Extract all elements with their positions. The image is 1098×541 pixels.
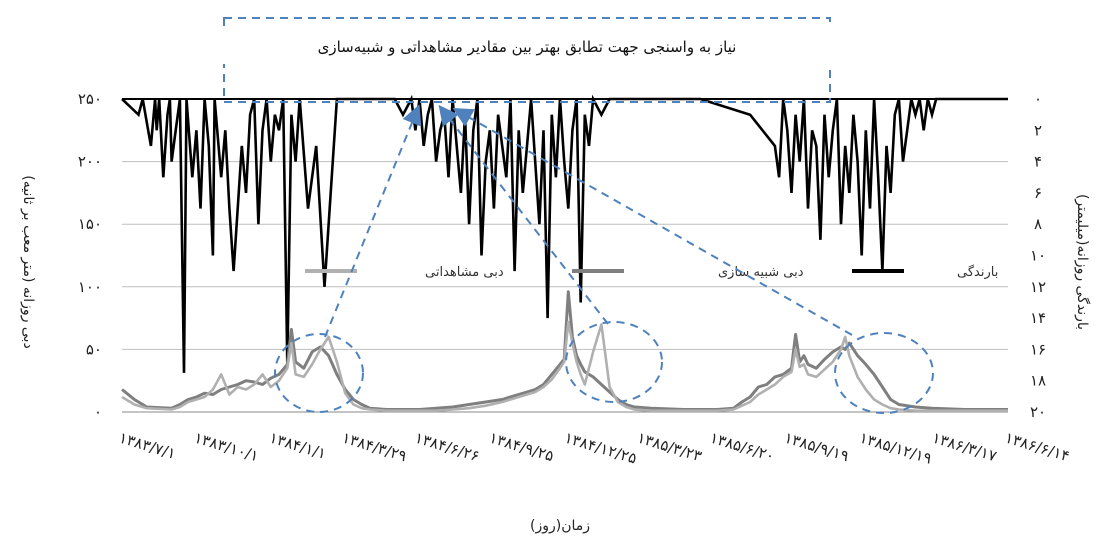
right-tick-label: ۱۰ [1030, 247, 1046, 265]
annotation-arrow-1 [324, 104, 422, 338]
x-tick-label: ۱۳۸۶/۳/۱۷ [930, 429, 999, 466]
flow-series [121, 290, 1008, 412]
x-tick-label: ۱۳۸۵/۳/۲۳ [635, 429, 704, 466]
x-tick-label: ۱۳۸۴/۳/۲۹ [340, 429, 409, 466]
left-y-axis: ۰ ۵۰ ۱۰۰ ۱۵۰ ۲۰۰ ۲۵۰ [78, 90, 102, 421]
annotation-arrow-3 [452, 108, 853, 336]
left-tick-label: ۲۵۰ [78, 90, 102, 108]
x-tick-label: ۱۳۸۳/۱۰/۱ [192, 429, 261, 466]
annotation-label-bg [214, 28, 840, 64]
highlight-ellipse-3 [834, 332, 934, 414]
x-tick-label: ۱۳۸۴/۱۲/۲۵ [562, 429, 639, 468]
right-tick-label: ۴ [1034, 153, 1042, 171]
right-tick-label: ۰ [1034, 90, 1042, 108]
x-tick-label: ۱۳۸۵/۹/۱۹ [782, 429, 851, 466]
annotation-text: نیاز به واسنجی جهت تطابق بهتر بین مقادیر… [318, 38, 737, 56]
left-tick-label: ۰ [94, 403, 102, 421]
legend-label-observed: دبی مشاهداتی [425, 265, 504, 280]
legend: دبی مشاهداتی دبی شبیه سازی بارندگی [305, 264, 998, 280]
highlight-ellipse-2 [565, 321, 663, 403]
left-axis-title: دبی روزانه (متر معب بر ثانیه) [20, 175, 36, 348]
x-tick-label: ۱۳۸۴/۹/۲۵ [487, 429, 556, 466]
right-axis-title: بارندگی روزانه(میلیمتر) [1074, 194, 1091, 330]
x-tick-label: ۱۳۸۴/۶/۲۶ [413, 429, 482, 466]
left-tick-label: ۱۵۰ [78, 215, 102, 233]
right-tick-label: ۸ [1034, 215, 1042, 233]
calibration-annotation: نیاز به واسنجی جهت تطابق بهتر بین مقادیر… [214, 17, 934, 414]
observed-flow-line [121, 320, 1008, 412]
x-tick-label: ۱۳۸۳/۷/۱ [117, 429, 178, 463]
right-tick-label: ۲۰ [1030, 403, 1046, 421]
rainfall-series [121, 94, 1008, 373]
x-tick-label: ۱۳۸۵/۶/۲۰ [708, 429, 777, 466]
x-axis: ۱۳۸۳/۷/۱ ۱۳۸۳/۱۰/۱ ۱۳۸۴/۱/۱ ۱۳۸۴/۳/۲۹ ۱۳۸۴/۶… [117, 429, 1072, 468]
left-tick-label: ۱۰۰ [78, 278, 102, 296]
x-axis-title: زمان(روز) [530, 518, 590, 534]
x-tick-label: ۱۳۸۴/۱/۱ [267, 429, 328, 463]
left-tick-label: ۲۰۰ [78, 153, 102, 171]
right-tick-label: ۱۴ [1030, 309, 1046, 327]
right-tick-label: ۲ [1034, 121, 1042, 139]
right-tick-label: ۶ [1034, 184, 1042, 202]
right-tick-label: ۱۸ [1030, 372, 1046, 390]
right-tick-label: ۱۶ [1030, 340, 1046, 358]
x-tick-label: ۱۳۸۶/۶/۱۴ [1003, 429, 1072, 466]
legend-label-simulated: دبی شبیه سازی [718, 265, 804, 280]
rainfall-line [121, 94, 1008, 373]
right-tick-label: ۱۲ [1030, 278, 1046, 296]
x-tick-label: ۱۳۸۵/۱۲/۱۹ [857, 429, 934, 468]
annotation-arrow-2 [438, 104, 609, 325]
left-tick-label: ۵۰ [86, 340, 102, 358]
highlight-ellipse-1 [274, 333, 364, 413]
right-y-axis: ۰ ۲ ۴ ۶ ۸ ۱۰ ۱۲ ۱۴ ۱۶ ۱۸ ۲۰ [1030, 90, 1046, 421]
legend-label-rainfall: بارندگی [957, 264, 998, 280]
